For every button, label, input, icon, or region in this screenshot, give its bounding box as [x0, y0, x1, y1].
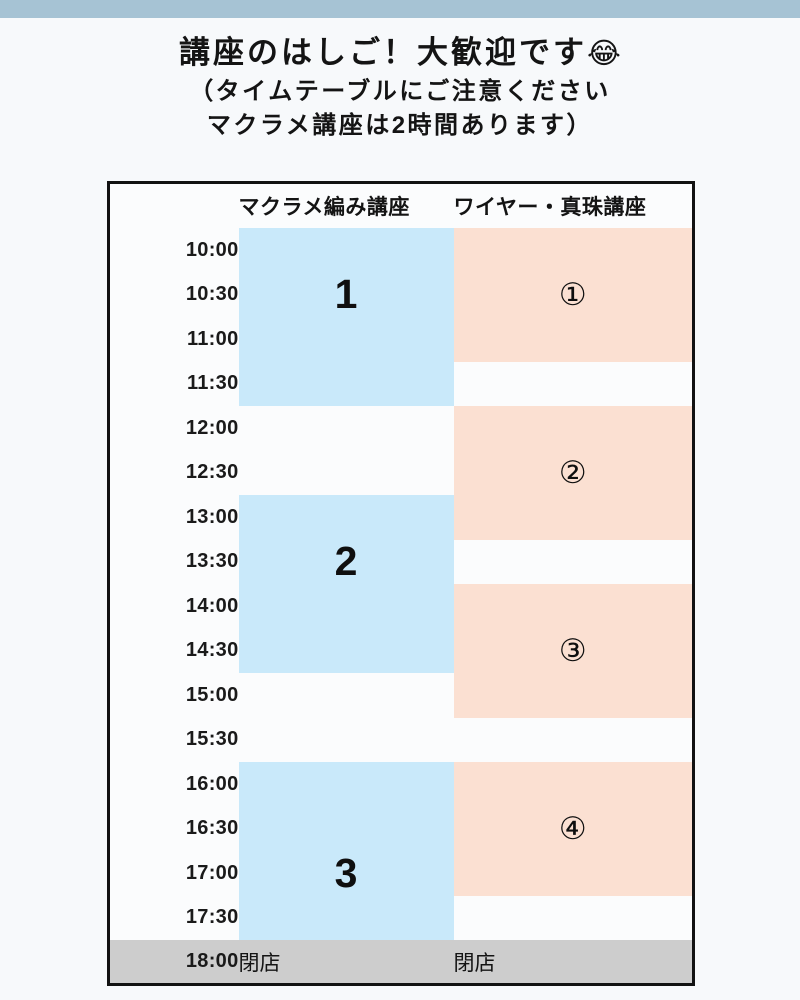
table-row: 12:00 — [108, 406, 694, 451]
wire-slot: ③ — [453, 628, 694, 673]
wire-slot — [453, 895, 694, 940]
table-row: 14:30 ③ — [108, 628, 694, 673]
laughing-crying-emoji-icon: 😂 — [587, 38, 621, 70]
table-header: マクラメ編み講座 ワイヤー・真珠講座 — [108, 182, 694, 228]
table-row: 18:00 閉店 閉店 — [108, 940, 694, 985]
table-row: 13:00 — [108, 495, 694, 540]
time-label: 16:30 — [108, 806, 239, 851]
wire-slot — [453, 584, 694, 629]
wire-slot — [453, 762, 694, 807]
table-row: 12:30 ② — [108, 450, 694, 495]
wire-session-number: ④ — [558, 811, 587, 847]
table-row: 10:00 — [108, 228, 694, 273]
wire-session-number: ③ — [558, 633, 587, 669]
time-label: 13:00 — [108, 495, 239, 540]
macrame-slot: 3 — [238, 849, 454, 896]
wire-slot: ④ — [453, 806, 694, 851]
wire-session-number: ② — [558, 455, 587, 491]
column-header-wire: ワイヤー・真珠講座 — [453, 182, 694, 228]
table-row: 11:00 — [108, 317, 694, 362]
macrame-slot: 2 — [238, 538, 454, 585]
macrame-slot — [238, 717, 454, 762]
macrame-slot — [238, 450, 454, 495]
time-label: 10:00 — [108, 228, 239, 273]
table-row: 11:30 — [108, 361, 694, 406]
wire-session-number: ① — [558, 277, 587, 313]
macrame-slot — [238, 406, 454, 451]
page-title-text: 講座のはしご！大歓迎です — [179, 35, 588, 70]
table-row: 17:00 3 — [108, 849, 694, 896]
macrame-session-number: 3 — [334, 849, 358, 896]
wire-slot — [453, 406, 694, 451]
course-timetable: マクラメ編み講座 ワイヤー・真珠講座 10:00 10:30 1 ① 11:00 11:3… — [107, 181, 695, 986]
table-header-row: マクラメ編み講座 ワイヤー・真珠講座 — [108, 182, 694, 228]
wire-slot: ① — [453, 272, 694, 317]
time-label: 14:00 — [108, 584, 239, 629]
macrame-slot — [238, 762, 454, 807]
macrame-slot: 1 — [238, 271, 454, 318]
macrame-slot — [238, 228, 454, 273]
macrame-slot — [238, 495, 454, 540]
table-row: 14:00 — [108, 584, 694, 629]
time-label: 17:30 — [108, 895, 239, 940]
table-row: 16:30 ④ — [108, 806, 694, 851]
wire-slot: ② — [453, 450, 694, 495]
wire-slot — [453, 495, 694, 540]
table-row: 10:30 1 ① — [108, 271, 694, 318]
time-label: 15:30 — [108, 717, 239, 762]
time-label: 13:30 — [108, 539, 239, 584]
macrame-slot — [238, 895, 454, 940]
time-label: 14:30 — [108, 628, 239, 673]
time-label: 17:00 — [108, 851, 239, 896]
wire-slot — [453, 717, 694, 762]
column-header-macrame: マクラメ編み講座 — [238, 182, 454, 228]
table-row: 15:30 — [108, 717, 694, 762]
page-title: 講座のはしご！大歓迎です😂 — [0, 32, 800, 75]
table-body: 10:00 10:30 1 ① 11:00 11:30 12:00 12:30 ② 13:00 13… — [108, 228, 694, 985]
time-label: 10:30 — [108, 272, 239, 317]
macrame-slot — [238, 673, 454, 718]
closed-label: 閉店 — [453, 940, 694, 985]
time-label: 16:00 — [108, 762, 239, 807]
macrame-session-number: 2 — [334, 538, 358, 585]
time-label: 11:00 — [108, 317, 239, 362]
macrame-session-number: 1 — [334, 271, 358, 318]
wire-slot — [453, 317, 694, 362]
time-label: 12:00 — [108, 406, 239, 451]
table-row: 15:00 — [108, 673, 694, 718]
time-label: 18:00 — [108, 940, 239, 985]
table-row: 16:00 — [108, 762, 694, 807]
wire-slot — [453, 361, 694, 406]
closed-label: 閉店 — [238, 940, 454, 985]
wire-slot — [453, 673, 694, 718]
macrame-slot — [238, 361, 454, 406]
wire-slot — [453, 851, 694, 896]
macrame-slot — [238, 806, 454, 851]
table-row: 17:30 — [108, 895, 694, 940]
macrame-slot — [238, 317, 454, 362]
table-row: 13:30 2 — [108, 538, 694, 585]
time-label: 11:30 — [108, 361, 239, 406]
wire-slot — [453, 539, 694, 584]
time-label: 12:30 — [108, 450, 239, 495]
macrame-slot — [238, 584, 454, 629]
top-banner-strip — [0, 0, 800, 18]
wire-slot — [453, 228, 694, 273]
subtitle-line-2: マクラメ講座は2時間あります） — [206, 111, 594, 139]
time-label: 15:00 — [108, 673, 239, 718]
column-header-time — [108, 182, 239, 228]
subtitle-line-1: （タイムテーブルにご注意ください — [189, 77, 611, 105]
macrame-slot — [238, 628, 454, 673]
heading-block: 講座のはしご！大歓迎です😂 （タイムテーブルにご注意ください マクラメ講座は2時… — [0, 18, 800, 143]
